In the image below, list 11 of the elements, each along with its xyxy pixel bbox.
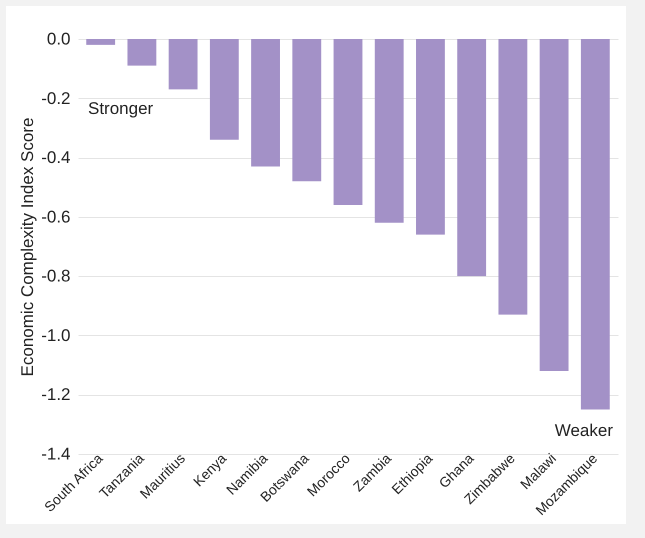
y-axis-title: Economic Complexity Index Score [18, 118, 38, 376]
y-tick-label: -0.4 [41, 148, 70, 168]
y-tick-label: -1.2 [41, 385, 70, 404]
y-tick-label: 0.0 [46, 30, 70, 48]
y-tick-label: -1.0 [41, 326, 70, 345]
y-tick-label: -0.2 [41, 88, 70, 108]
y-tick-label: -0.6 [41, 207, 70, 226]
y-tick-label: -1.4 [41, 444, 70, 464]
annotation: Stronger [88, 99, 154, 118]
y-tick-label: -0.8 [41, 266, 70, 286]
annotation: Weaker [554, 421, 614, 440]
